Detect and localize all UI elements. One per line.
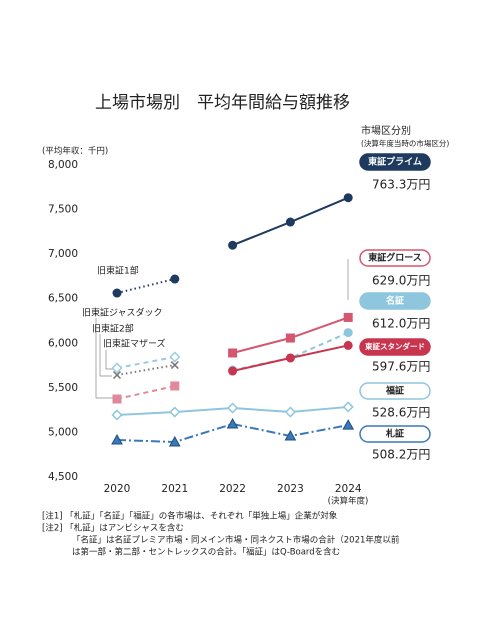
note: [注1] 「札証」「名証」「福証」の各市場は、それぞれ「単独上場」企業が対象 <box>42 511 338 522</box>
series-line <box>116 356 175 369</box>
y-tick-label: 7,500 <box>48 204 78 216</box>
marker <box>111 409 123 421</box>
value-label: 763.3万円 <box>372 178 430 192</box>
value-label: 629.0万円 <box>372 274 430 288</box>
y-tick-label: 5,000 <box>48 426 78 438</box>
legend-box <box>359 338 431 356</box>
marker <box>284 429 297 441</box>
legend-label: 福証 <box>385 385 404 397</box>
marker <box>228 240 238 250</box>
legend-label: 東証グロース <box>368 252 422 264</box>
y-tick-label: 4,500 <box>48 471 78 483</box>
y-tick-label: 7,000 <box>48 248 78 260</box>
marker <box>343 328 353 338</box>
y-tick-label: 8,000 <box>48 159 78 171</box>
note: [注2] 「札証」はアンビシャスを含む <box>42 523 184 534</box>
marker <box>343 312 353 322</box>
marker <box>285 217 295 227</box>
leader-line <box>105 350 113 370</box>
x-tick-label: 2023 <box>277 483 304 495</box>
value-label: 597.6万円 <box>372 360 430 374</box>
marker <box>112 288 122 298</box>
marker <box>169 351 181 363</box>
marker <box>111 362 123 374</box>
value-label: 612.0万円 <box>372 317 430 331</box>
marker <box>168 435 181 447</box>
marker <box>170 274 180 284</box>
legend-box <box>359 382 431 400</box>
series-line <box>116 278 176 294</box>
marker <box>112 394 122 404</box>
y-tick-label: 6,000 <box>48 337 78 349</box>
marker <box>170 381 180 391</box>
note: は第一部・第二部・セントレックスの合計。「福証」はQ-Boardを含む <box>72 547 340 558</box>
marker <box>228 348 238 358</box>
legend-label: 東証スタンダード <box>365 341 425 351</box>
chart-title: 上場市場別 平均年間給与額推移 <box>95 93 350 113</box>
marker <box>228 366 238 376</box>
y-tick-label: 6,500 <box>48 293 78 305</box>
series-annotation: 旧東証2部 <box>92 323 134 335</box>
y-axis-label: (平均年収：千円) <box>42 146 108 157</box>
marker <box>285 333 295 343</box>
marker <box>227 402 239 414</box>
legend-box <box>359 153 431 171</box>
marker <box>343 193 353 203</box>
x-tick-label: 2021 <box>161 483 188 495</box>
marker <box>284 406 296 418</box>
series-annotation: 旧東証1部 <box>97 265 139 277</box>
x-note: (決算年度) <box>328 496 369 507</box>
legend-box <box>359 249 431 267</box>
x-tick-label: 2022 <box>219 483 246 495</box>
series-line <box>116 385 176 400</box>
legend-label: 名証 <box>386 295 404 307</box>
legend-box <box>359 425 431 443</box>
leader-line <box>99 334 112 377</box>
value-label: 508.2万円 <box>372 448 430 462</box>
legend-label: 札証 <box>385 428 404 440</box>
value-label: 528.6万円 <box>372 406 430 420</box>
y-tick-label: 5,500 <box>48 382 78 394</box>
marker <box>342 401 354 413</box>
legend-label: 東証プライム <box>368 156 422 168</box>
marker <box>111 433 123 445</box>
marker <box>285 353 295 363</box>
leader-line <box>95 318 113 399</box>
marker <box>169 406 181 418</box>
marker <box>112 370 122 380</box>
leader-lines <box>95 259 349 399</box>
legend-title: 市場区分別 <box>361 124 411 137</box>
series-annotation: 旧東証マザーズ <box>103 338 166 350</box>
marker <box>343 340 353 350</box>
marker <box>226 417 239 429</box>
series-annotation: 旧東証ジャスダック <box>82 307 163 319</box>
series-line <box>116 364 175 377</box>
note: 「名証」は名証プレミア市場・同メイン市場・同ネクスト市場の合計（2021年度以前 <box>72 535 400 546</box>
x-tick-label: 2024 <box>335 483 362 495</box>
marker <box>342 419 355 430</box>
series-line <box>116 422 349 443</box>
x-tick-label: 2020 <box>104 483 131 495</box>
legend-subtitle: (決算年度当時の市場区分) <box>361 138 449 148</box>
legend-box <box>359 292 431 310</box>
marker <box>170 361 179 370</box>
